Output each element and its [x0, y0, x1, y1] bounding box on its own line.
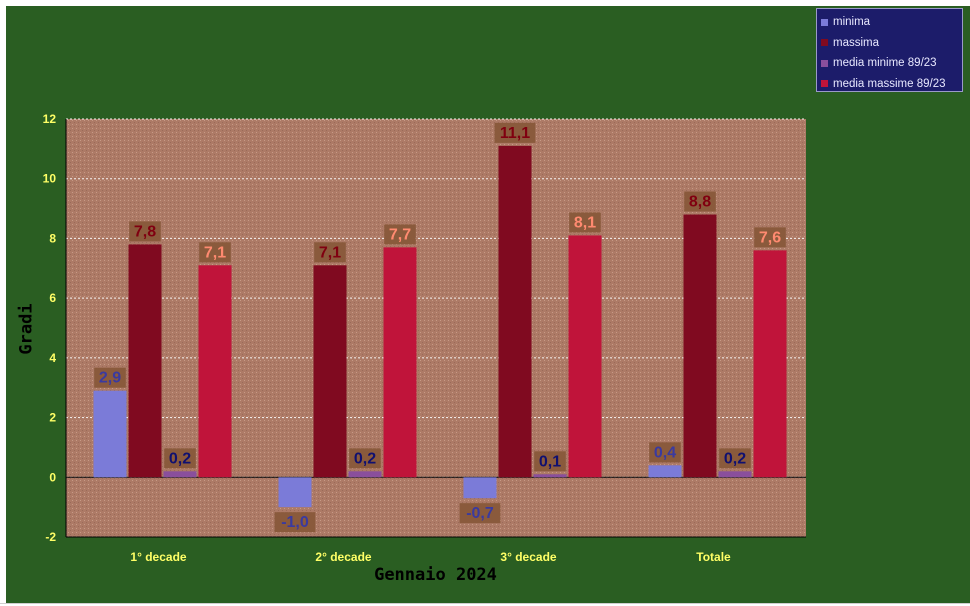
- legend-item-massima: massima: [821, 33, 958, 54]
- data-label-box: [349, 448, 381, 469]
- data-label-media-massime: 8,1: [574, 214, 596, 231]
- x-tick-label: 3° decade: [500, 550, 556, 564]
- data-label-box: [164, 448, 196, 469]
- data-label-minima: 0,4: [654, 444, 676, 461]
- bar-media-minime: [718, 471, 752, 478]
- y-tick-label: 0: [49, 470, 56, 484]
- data-label-media-massime: 7,1: [204, 244, 226, 261]
- data-label-massima: 11,1: [500, 125, 530, 142]
- legend-item-minima: minima: [821, 12, 958, 33]
- x-tick-label: Totale: [696, 550, 731, 564]
- data-label-massima: 7,1: [319, 244, 341, 261]
- data-label-box: [569, 212, 601, 233]
- data-label-media-minime: 0,2: [724, 450, 746, 467]
- bar-minima: [278, 477, 312, 508]
- data-label-box: [494, 122, 536, 143]
- x-axis-title: Gennaio 2024: [374, 565, 497, 585]
- legend-label-minima: minima: [833, 16, 871, 29]
- data-label-minima: -0,7: [466, 505, 494, 522]
- legend-label-media-minime: media minime 89/23: [833, 57, 937, 70]
- bar-massima: [498, 145, 532, 478]
- bar-minima: [463, 477, 497, 499]
- bar-media-minime: [533, 474, 567, 478]
- data-label-massima: 7,8: [134, 223, 156, 240]
- y-tick-label: 10: [43, 172, 57, 186]
- data-label-box: [199, 242, 231, 263]
- y-tick-label: 8: [49, 231, 56, 245]
- legend-item-media-minime: media minime 89/23: [821, 53, 958, 74]
- y-tick-label: 6: [49, 291, 56, 305]
- data-label-media-minime: 0,2: [354, 450, 376, 467]
- bar-minima: [93, 390, 127, 478]
- legend-item-media-massime: media massime 89/23: [821, 74, 958, 95]
- data-label-box: [129, 221, 161, 242]
- bar-media-massime: [198, 265, 232, 478]
- legend-swatch-massima: [821, 39, 828, 47]
- bar-media-minime: [348, 471, 382, 478]
- data-label-box: [719, 448, 751, 469]
- chart-canvas: -2 0 2 4 6 8 10 12 1° decade 2,9 7,8 0,2 7,1 2° decad…: [6, 6, 970, 603]
- data-label-media-massime: 7,6: [759, 229, 781, 246]
- data-label-minima: -1,0: [281, 514, 309, 531]
- bar-massima: [683, 214, 717, 478]
- legend-swatch-minima: [821, 18, 828, 26]
- y-tick-label: 4: [49, 351, 56, 365]
- y-tick-label: -2: [45, 530, 56, 544]
- bar-minima: [648, 465, 682, 478]
- chart-legend: minima massima media minime 89/23 media …: [816, 8, 963, 92]
- x-tick-label: 1° decade: [130, 550, 186, 564]
- data-label-box: [684, 191, 716, 212]
- data-label-box: [314, 242, 346, 263]
- data-label-minima: 2,9: [99, 370, 121, 387]
- data-label-box: [384, 224, 416, 245]
- data-label-massima: 8,8: [689, 194, 711, 211]
- legend-label-media-massime: media massime 89/23: [833, 77, 946, 90]
- x-tick-label: 2° decade: [315, 550, 371, 564]
- bar-media-massime: [753, 250, 787, 478]
- data-label-box: [94, 367, 126, 388]
- data-label-box: [274, 512, 316, 533]
- data-label-box: [534, 451, 566, 472]
- bar-massima: [313, 265, 347, 478]
- y-tick-label: 2: [49, 411, 56, 425]
- data-label-media-massime: 7,7: [389, 226, 411, 243]
- bar-massima: [128, 244, 162, 478]
- data-label-media-minime: 0,1: [539, 453, 561, 470]
- legend-label-massima: massima: [833, 36, 880, 49]
- bar-media-massime: [568, 235, 602, 478]
- bar-media-minime: [163, 471, 197, 478]
- data-label-box: [754, 227, 786, 248]
- y-axis-title: Gradi: [16, 303, 37, 355]
- bar-media-massime: [383, 247, 417, 478]
- data-label-media-minime: 0,2: [169, 450, 191, 467]
- legend-swatch-media-minime: [821, 59, 828, 67]
- y-tick-label: 12: [43, 112, 57, 126]
- data-label-box: [459, 503, 501, 524]
- legend-swatch-media-massime: [821, 80, 828, 88]
- data-label-box: [649, 442, 681, 463]
